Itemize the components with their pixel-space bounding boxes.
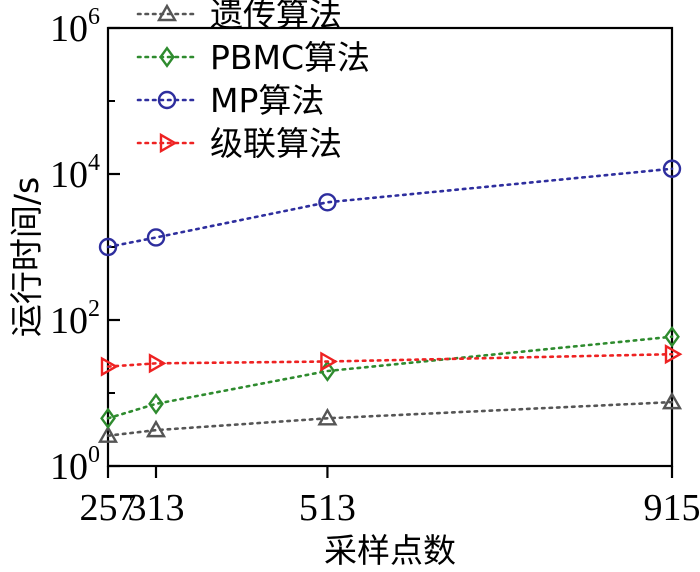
- legend-entry-3: 级联算法: [136, 124, 342, 163]
- y-tick-label-1: 100: [50, 442, 100, 488]
- y-axis-title: 运行时间/s: [7, 177, 46, 337]
- series-1-point-1: [148, 393, 164, 415]
- series-0-point-3: [661, 391, 683, 410]
- series-line-3: [106, 352, 674, 368]
- series-line-2: [106, 167, 674, 249]
- y-tick-label-1000000: 106: [50, 4, 100, 50]
- legend-marker-1: [159, 46, 175, 68]
- y-tick-label-10000: 104: [50, 150, 100, 196]
- x-tick-label-513: 513: [299, 487, 356, 529]
- series-2-point-0: [98, 237, 118, 257]
- series-0-point-0: [97, 425, 119, 443]
- legend-label-0: 遗传算法: [210, 0, 342, 34]
- series-layer: [97, 159, 683, 443]
- series-3-point-0: [100, 356, 119, 377]
- series-3-point-2: [320, 351, 338, 372]
- series-2-point-1: [146, 228, 166, 247]
- series-3-point-1: [148, 353, 167, 374]
- legend-entry-0: 遗传算法: [136, 0, 342, 34]
- series-1-point-3: [664, 325, 680, 348]
- x-axis-title: 采样点数: [324, 531, 456, 570]
- legend-marker-0: [156, 3, 178, 22]
- y-tick-label-100: 102: [50, 296, 100, 342]
- series-line-0: [106, 400, 674, 438]
- legend-entry-1: PBMC算法: [136, 38, 370, 77]
- series-2: [98, 159, 682, 257]
- legend-entry-2: MP算法: [136, 81, 324, 120]
- series-0: [97, 391, 683, 443]
- plot-frame: [106, 26, 674, 468]
- x-tick-label-313: 313: [128, 487, 185, 529]
- series-0-point-1: [145, 419, 167, 438]
- series-2-point-3: [662, 159, 682, 178]
- x-tick-label-257: 257: [80, 487, 137, 529]
- series-2-point-2: [318, 193, 337, 212]
- legend-label-1: PBMC算法: [210, 38, 370, 77]
- series-1-point-0: [100, 407, 116, 430]
- series-1: [100, 325, 680, 430]
- legend-label-2: MP算法: [210, 81, 324, 120]
- legend-marker-3: [159, 132, 178, 154]
- series-line-1: [106, 335, 674, 420]
- series-0-point-2: [317, 407, 338, 426]
- x-tick-label-915: 915: [644, 487, 700, 529]
- legend-label-3: 级联算法: [210, 124, 342, 163]
- series-3-point-3: [664, 344, 683, 365]
- legend-marker-2: [157, 90, 177, 110]
- series-3: [100, 344, 683, 377]
